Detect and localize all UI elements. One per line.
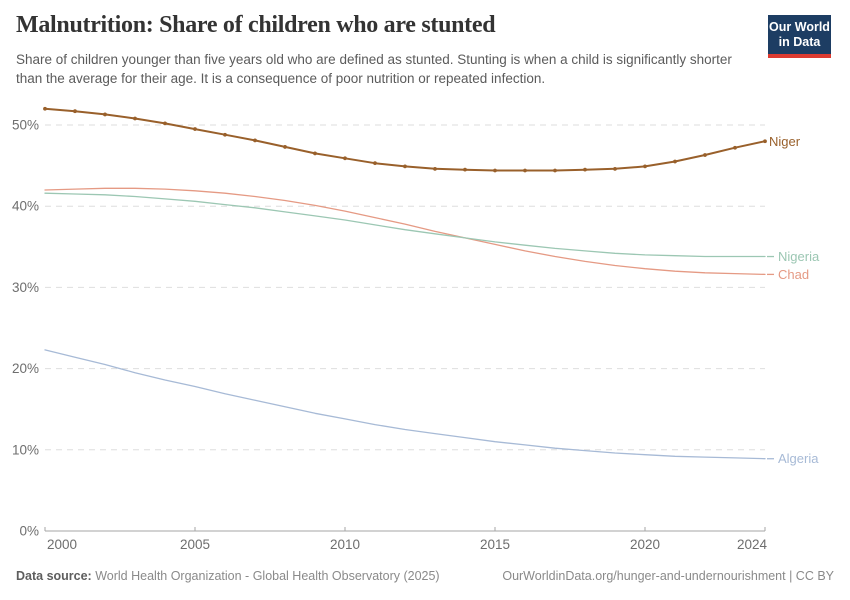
data-point-marker bbox=[73, 109, 77, 114]
data-point-marker bbox=[493, 168, 497, 173]
data-point-marker bbox=[403, 164, 407, 169]
series-line-algeria bbox=[44, 349, 766, 460]
data-point-marker bbox=[313, 151, 317, 156]
chart-footer: Data source: World Health Organization -… bbox=[16, 569, 834, 583]
data-point-marker bbox=[763, 139, 767, 144]
data-point-marker bbox=[223, 132, 227, 137]
data-point-marker bbox=[433, 166, 437, 171]
data-source-label: Data source: bbox=[16, 569, 92, 583]
data-point-marker bbox=[193, 127, 197, 131]
data-point-marker bbox=[253, 138, 257, 143]
series-label-nigeria[interactable]: Nigeria bbox=[778, 249, 820, 265]
y-axis-tick-label: 40% bbox=[12, 199, 39, 214]
data-point-marker bbox=[163, 121, 167, 126]
series-line-niger bbox=[44, 107, 766, 172]
data-point-marker bbox=[673, 159, 677, 164]
data-point-marker bbox=[523, 168, 527, 173]
x-axis-tick-label: 2015 bbox=[480, 537, 510, 552]
data-source-note: Data source: World Health Organization -… bbox=[16, 569, 440, 583]
data-point-marker bbox=[583, 167, 587, 172]
series-label-niger[interactable]: Niger bbox=[769, 133, 801, 149]
series-label-algeria[interactable]: Algeria bbox=[778, 451, 819, 467]
owid-logo-line1: Our World bbox=[769, 20, 830, 34]
data-point-marker bbox=[343, 156, 347, 161]
x-axis-tick-label: 2000 bbox=[47, 537, 77, 552]
x-axis-tick-label: 2020 bbox=[630, 537, 660, 552]
data-point-marker bbox=[283, 145, 287, 149]
series-label-chad[interactable]: Chad bbox=[778, 266, 810, 282]
page-title: Malnutrition: Share of children who are … bbox=[16, 12, 496, 38]
owid-logo-line2: in Data bbox=[778, 34, 821, 49]
y-axis-tick-label: 20% bbox=[12, 361, 39, 376]
data-point-marker bbox=[463, 167, 467, 172]
y-axis-tick-label: 10% bbox=[12, 442, 39, 457]
data-point-marker bbox=[553, 168, 557, 173]
y-axis-tick-label: 50% bbox=[12, 118, 39, 133]
owid-logo: Our World in Data bbox=[768, 15, 831, 58]
data-point-marker bbox=[733, 145, 737, 150]
y-axis-tick-label: 0% bbox=[19, 524, 39, 539]
attribution-link[interactable]: OurWorldinData.org/hunger-and-undernouri… bbox=[502, 569, 834, 583]
x-axis-tick-label: 2010 bbox=[330, 537, 360, 552]
data-point-marker bbox=[133, 116, 137, 121]
data-source-value: World Health Organization - Global Healt… bbox=[95, 569, 440, 583]
x-axis-tick-label: 2005 bbox=[180, 537, 210, 552]
series-line-nigeria bbox=[44, 192, 766, 258]
y-axis-tick-label: 30% bbox=[12, 280, 39, 295]
data-point-marker bbox=[43, 106, 47, 111]
data-point-marker bbox=[613, 166, 617, 171]
data-point-marker bbox=[373, 161, 377, 166]
series-line-chad bbox=[44, 187, 766, 276]
data-point-marker bbox=[103, 112, 107, 117]
x-axis-tick-label: 2024 bbox=[737, 537, 768, 552]
data-point-marker bbox=[643, 164, 647, 169]
chart-subtitle: Share of children younger than five year… bbox=[16, 52, 732, 87]
data-point-marker bbox=[703, 153, 707, 157]
